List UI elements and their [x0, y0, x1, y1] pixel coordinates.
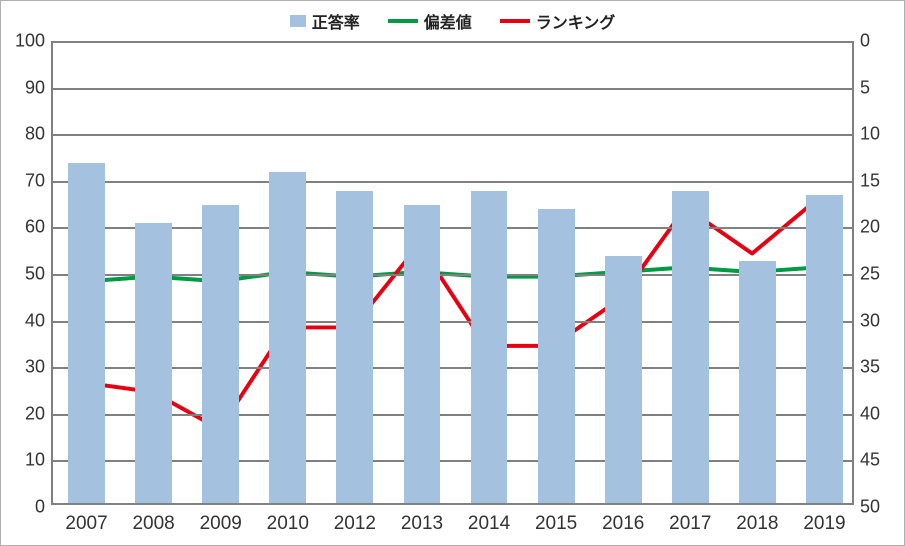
- legend-label-deviation: 偏差値: [424, 9, 472, 33]
- gridline: [53, 41, 852, 43]
- y-right-tick-label: 10: [860, 124, 900, 145]
- chart-lines-svg: [53, 41, 852, 503]
- legend-item-ranking: ランキング: [500, 9, 616, 33]
- gridline: [53, 134, 852, 136]
- x-tick-label: 2019: [803, 513, 845, 535]
- gridline: [53, 321, 852, 323]
- x-tick-label: 2010: [267, 513, 309, 535]
- line-ranking: [86, 198, 818, 429]
- y-right-tick-label: 30: [860, 310, 900, 331]
- y-left-tick-label: 70: [5, 170, 45, 191]
- x-tick-label: 2015: [535, 513, 577, 535]
- y-left-tick-label: 50: [5, 264, 45, 285]
- x-tick-label: 2017: [669, 513, 711, 535]
- x-tick-label: 2014: [468, 513, 510, 535]
- bar: [404, 205, 441, 503]
- gridline: [53, 181, 852, 183]
- legend-item-bar: 正答率: [290, 9, 360, 33]
- bar: [202, 205, 239, 503]
- y-right-tick-label: 25: [860, 264, 900, 285]
- gridline: [53, 414, 852, 416]
- bar: [605, 256, 642, 503]
- x-tick-label: 2016: [602, 513, 644, 535]
- bar: [672, 191, 709, 503]
- bar: [538, 209, 575, 503]
- bar: [336, 191, 373, 503]
- x-tick-label: 2012: [334, 513, 376, 535]
- x-tick-label: 2008: [132, 513, 174, 535]
- y-right-tick-label: 45: [860, 450, 900, 471]
- bar: [471, 191, 508, 503]
- y-right-tick-label: 15: [860, 170, 900, 191]
- y-right-tick-label: 50: [860, 497, 900, 518]
- y-left-tick-label: 100: [5, 31, 45, 52]
- y-right-tick-label: 5: [860, 77, 900, 98]
- x-tick-label: 2007: [65, 513, 107, 535]
- y-left-tick-label: 30: [5, 357, 45, 378]
- y-left-tick-label: 0: [5, 497, 45, 518]
- y-right-tick-label: 35: [860, 357, 900, 378]
- y-left-tick-label: 60: [5, 217, 45, 238]
- bar: [68, 163, 105, 503]
- legend: 正答率 偏差値 ランキング: [1, 9, 904, 33]
- gridline: [53, 227, 852, 229]
- y-right-tick-label: 0: [860, 31, 900, 52]
- gridline: [53, 367, 852, 369]
- y-left-tick-label: 10: [5, 450, 45, 471]
- legend-item-deviation: 偏差値: [388, 9, 472, 33]
- gridline: [53, 88, 852, 90]
- legend-swatch-deviation: [388, 19, 418, 23]
- y-left-tick-label: 80: [5, 124, 45, 145]
- legend-swatch-bar: [290, 15, 306, 27]
- y-right-tick-label: 40: [860, 403, 900, 424]
- y-left-tick-label: 90: [5, 77, 45, 98]
- y-left-tick-label: 40: [5, 310, 45, 331]
- legend-label-ranking: ランキング: [536, 9, 616, 33]
- x-tick-label: 2018: [736, 513, 778, 535]
- gridline: [53, 460, 852, 462]
- legend-label-bar: 正答率: [312, 9, 360, 33]
- bar: [135, 223, 172, 503]
- y-left-tick-label: 20: [5, 403, 45, 424]
- y-right-tick-label: 20: [860, 217, 900, 238]
- plot-area: 0102030405060708090100051015202530354045…: [51, 41, 854, 505]
- bar: [806, 195, 843, 503]
- x-tick-label: 2013: [401, 513, 443, 535]
- gridline: [53, 274, 852, 276]
- bar: [739, 261, 776, 503]
- bar: [269, 172, 306, 503]
- chart-container: 正答率 偏差値 ランキング 01020304050607080901000510…: [0, 0, 905, 546]
- x-tick-label: 2009: [200, 513, 242, 535]
- legend-swatch-ranking: [500, 19, 530, 23]
